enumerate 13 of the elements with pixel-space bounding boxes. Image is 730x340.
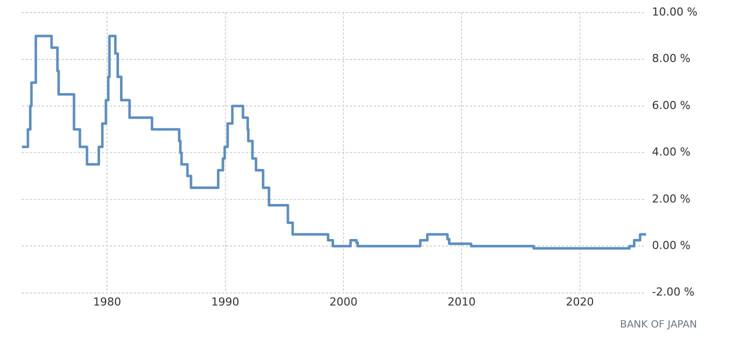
text: BANK OF JAPAN: [620, 320, 697, 331]
y-tick-label: 6.00 %: [652, 98, 690, 112]
y-tick-label: 2.00 %: [652, 192, 690, 206]
x-tick-label: 1990: [211, 295, 240, 308]
y-tick-label: -2.00 %: [652, 286, 694, 299]
y-tick-label: 8.00 %: [652, 52, 690, 66]
x-tick-label: 1980: [93, 295, 122, 308]
y-tick-label: 0.00 %: [652, 238, 690, 252]
x-tick-label: 2020: [566, 295, 594, 308]
y-tick-label: 4.00 %: [652, 146, 690, 159]
x-tick-label: 2000: [329, 295, 358, 308]
x-tick-label: 2010: [448, 295, 476, 308]
y-tick-label: 10.00 %: [652, 5, 698, 18]
